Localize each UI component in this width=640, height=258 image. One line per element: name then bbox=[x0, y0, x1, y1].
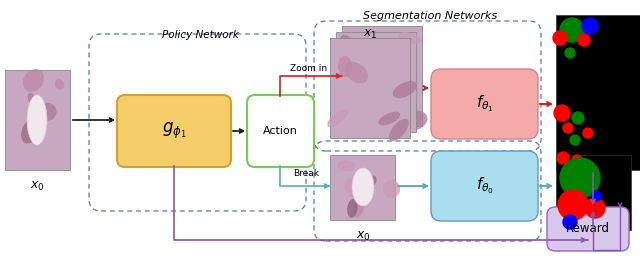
Ellipse shape bbox=[28, 93, 38, 108]
FancyBboxPatch shape bbox=[431, 151, 538, 221]
Ellipse shape bbox=[343, 99, 364, 118]
Circle shape bbox=[591, 191, 601, 201]
Ellipse shape bbox=[344, 62, 368, 83]
Text: $x_0$: $x_0$ bbox=[356, 230, 371, 243]
Text: Action: Action bbox=[262, 126, 298, 136]
Text: $x_0$: $x_0$ bbox=[29, 180, 44, 193]
FancyBboxPatch shape bbox=[330, 155, 395, 220]
Ellipse shape bbox=[389, 119, 409, 141]
Circle shape bbox=[560, 158, 600, 198]
Circle shape bbox=[585, 198, 605, 218]
Ellipse shape bbox=[352, 168, 374, 206]
Circle shape bbox=[583, 128, 593, 138]
Circle shape bbox=[572, 112, 584, 124]
FancyBboxPatch shape bbox=[547, 207, 629, 251]
Circle shape bbox=[582, 18, 598, 34]
Ellipse shape bbox=[403, 46, 416, 65]
Ellipse shape bbox=[353, 197, 365, 218]
Circle shape bbox=[565, 48, 575, 58]
FancyBboxPatch shape bbox=[556, 15, 640, 170]
Text: Zoom in: Zoom in bbox=[291, 64, 328, 73]
Text: $g_{\phi_1}$: $g_{\phi_1}$ bbox=[162, 121, 186, 141]
FancyBboxPatch shape bbox=[247, 95, 314, 167]
Ellipse shape bbox=[55, 79, 64, 90]
Ellipse shape bbox=[340, 35, 356, 59]
Circle shape bbox=[578, 34, 590, 46]
Circle shape bbox=[557, 152, 569, 164]
Ellipse shape bbox=[398, 32, 422, 44]
Ellipse shape bbox=[327, 109, 348, 127]
Ellipse shape bbox=[389, 109, 414, 130]
Ellipse shape bbox=[33, 115, 45, 135]
Ellipse shape bbox=[347, 199, 358, 218]
FancyBboxPatch shape bbox=[556, 155, 631, 230]
Ellipse shape bbox=[344, 39, 368, 53]
Ellipse shape bbox=[341, 116, 365, 134]
Text: $f_{\theta_1}$: $f_{\theta_1}$ bbox=[476, 94, 494, 114]
FancyBboxPatch shape bbox=[117, 95, 231, 167]
Ellipse shape bbox=[345, 178, 363, 199]
Ellipse shape bbox=[340, 50, 355, 65]
FancyBboxPatch shape bbox=[330, 38, 410, 138]
Ellipse shape bbox=[337, 160, 355, 171]
Text: Segmentation Networks: Segmentation Networks bbox=[363, 11, 497, 21]
Text: Policy Network: Policy Network bbox=[161, 30, 239, 40]
Text: $x_1$: $x_1$ bbox=[363, 28, 377, 41]
Circle shape bbox=[558, 190, 588, 220]
FancyBboxPatch shape bbox=[342, 26, 422, 126]
Ellipse shape bbox=[340, 45, 360, 59]
Text: Reward: Reward bbox=[566, 222, 610, 236]
Ellipse shape bbox=[383, 72, 406, 90]
Ellipse shape bbox=[392, 81, 417, 98]
Ellipse shape bbox=[38, 103, 56, 121]
FancyBboxPatch shape bbox=[431, 69, 538, 139]
Circle shape bbox=[563, 215, 577, 229]
Circle shape bbox=[560, 18, 584, 42]
Text: $f_{\theta_0}$: $f_{\theta_0}$ bbox=[476, 176, 494, 196]
Ellipse shape bbox=[338, 56, 353, 77]
Ellipse shape bbox=[402, 111, 428, 131]
Circle shape bbox=[570, 135, 580, 145]
Ellipse shape bbox=[27, 95, 47, 145]
Ellipse shape bbox=[21, 117, 42, 143]
Ellipse shape bbox=[378, 112, 400, 125]
Circle shape bbox=[563, 123, 573, 133]
Ellipse shape bbox=[364, 176, 376, 190]
FancyBboxPatch shape bbox=[5, 70, 70, 170]
Circle shape bbox=[572, 155, 582, 165]
Circle shape bbox=[554, 105, 570, 121]
Ellipse shape bbox=[23, 69, 44, 92]
Ellipse shape bbox=[383, 180, 400, 198]
Text: Break: Break bbox=[293, 169, 319, 178]
Circle shape bbox=[553, 31, 567, 45]
FancyBboxPatch shape bbox=[336, 32, 416, 132]
Ellipse shape bbox=[362, 78, 387, 103]
